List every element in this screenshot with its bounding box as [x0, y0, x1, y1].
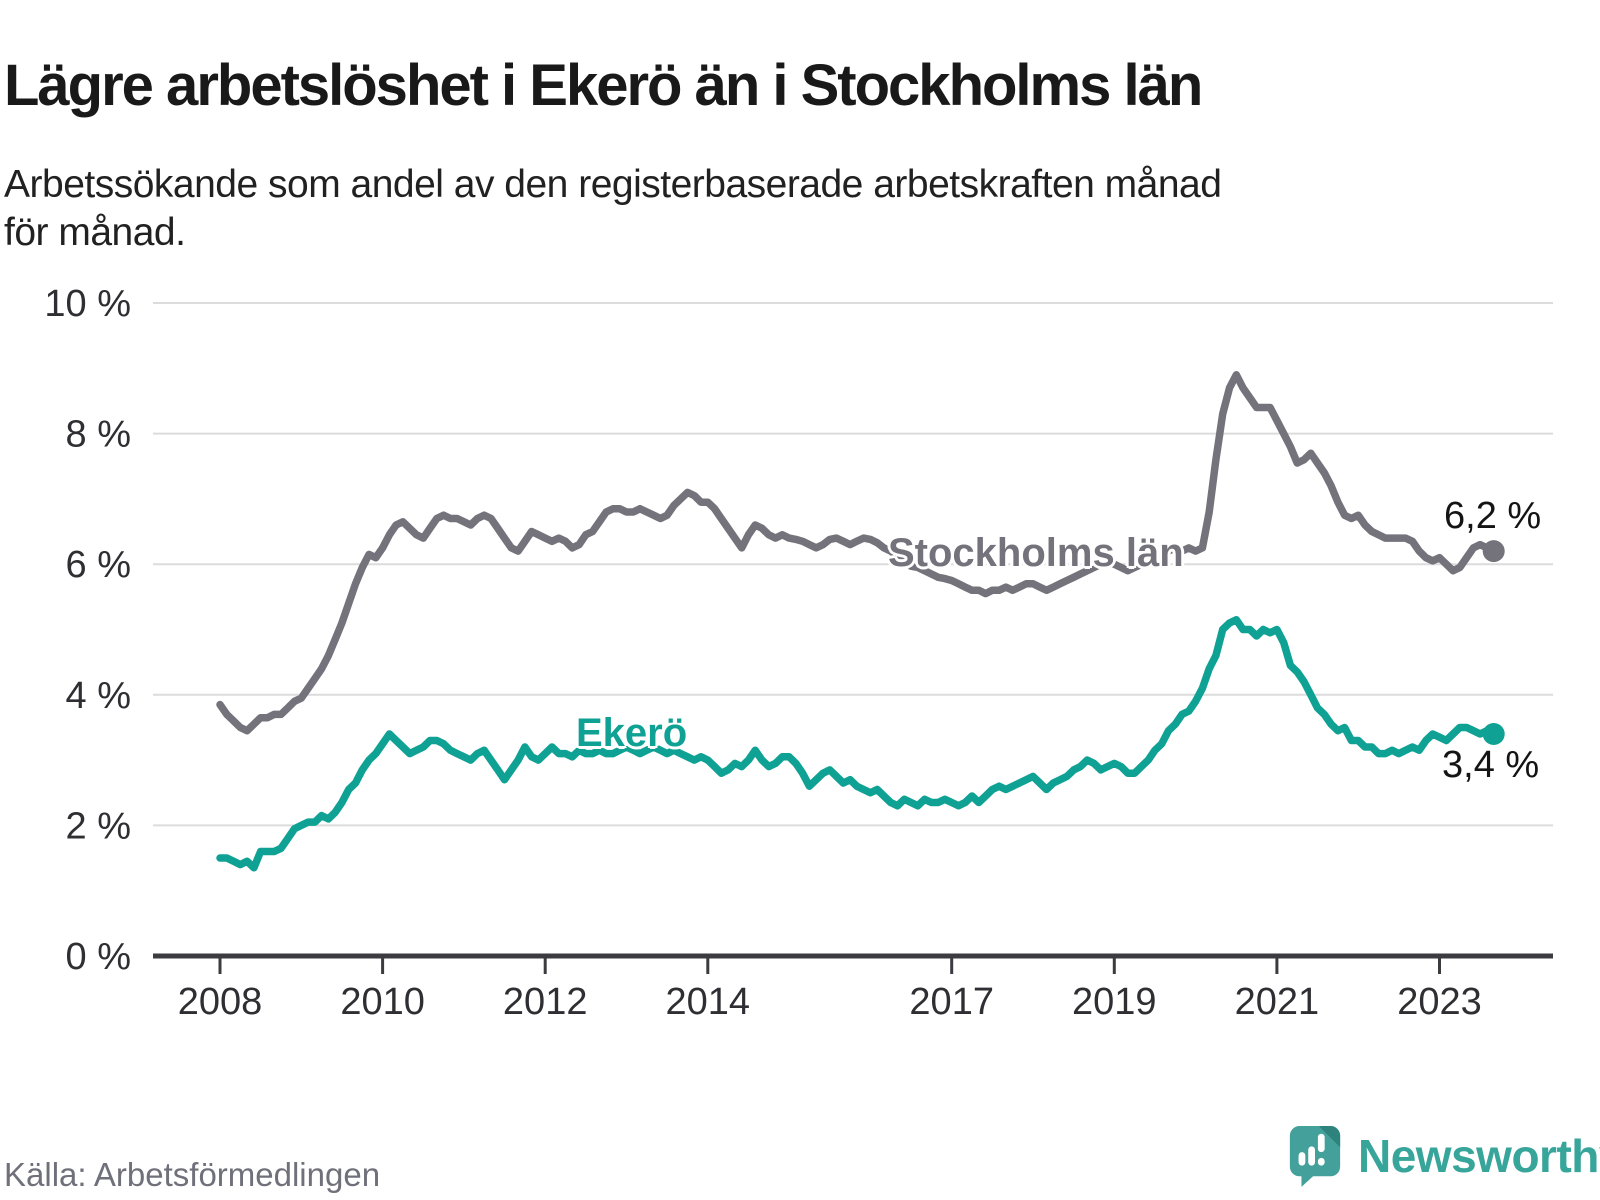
source-note: Källa: Arbetsförmedlingen: [4, 1156, 381, 1193]
y-axis-tick-label: 8 %: [66, 414, 131, 456]
page-title: Lägre arbetslöshet i Ekerö än i Stockhol…: [4, 52, 1203, 118]
y-axis-tick-label: 10 %: [44, 283, 131, 325]
newsworthy-brand: Newsworthy: [1286, 1124, 1600, 1188]
logo-exclamation-dot: [1317, 1157, 1325, 1166]
y-axis-tick-label: 0 %: [66, 936, 131, 978]
y-axis-tick-label: 4 %: [66, 675, 131, 717]
x-axis-tick-label: 2019: [1072, 981, 1157, 1023]
series-line-eker-: [216, 615, 1498, 872]
series-end-dot-stockholms-l-n: [1482, 540, 1505, 563]
logo-bar-tall: [1308, 1146, 1315, 1166]
y-axis-tick-label: 6 %: [66, 544, 131, 586]
x-axis-tick-label: 2008: [178, 981, 263, 1023]
logo-bar-short: [1298, 1152, 1306, 1166]
end-value-label-ekero: 3,4 %: [1442, 744, 1540, 786]
page-subtitle: Arbetssökande som andel av den registerb…: [4, 161, 1564, 256]
subtitle-line-2: för månad.: [4, 210, 186, 254]
x-axis-tick-label: 2017: [909, 981, 994, 1023]
y-axis-tick-label: 2 %: [66, 805, 131, 847]
series-line-stockholms-l-n: [216, 371, 1498, 735]
x-axis-tick-label: 2012: [503, 981, 588, 1023]
newsworthy-logo-text: Newsworthy: [1358, 1130, 1600, 1182]
series-end-dot-eker-: [1482, 722, 1505, 745]
series-label-ekero: Ekerö: [576, 711, 688, 755]
subtitle-line-1: Arbetssökande som andel av den registerb…: [4, 163, 1222, 206]
x-axis-tick-label: 2010: [340, 981, 425, 1023]
newsworthy-logo-icon: [1289, 1126, 1341, 1187]
x-axis-tick-label: 2014: [666, 981, 751, 1023]
end-value-label-stockholms-lan: 6,2 %: [1444, 495, 1542, 537]
logo-exclamation-bar: [1317, 1133, 1325, 1153]
x-axis-tick-label: 2023: [1397, 981, 1482, 1023]
x-axis-tick-label: 2021: [1235, 981, 1320, 1023]
series-label-stockholms-lan: Stockholms län: [888, 531, 1184, 575]
